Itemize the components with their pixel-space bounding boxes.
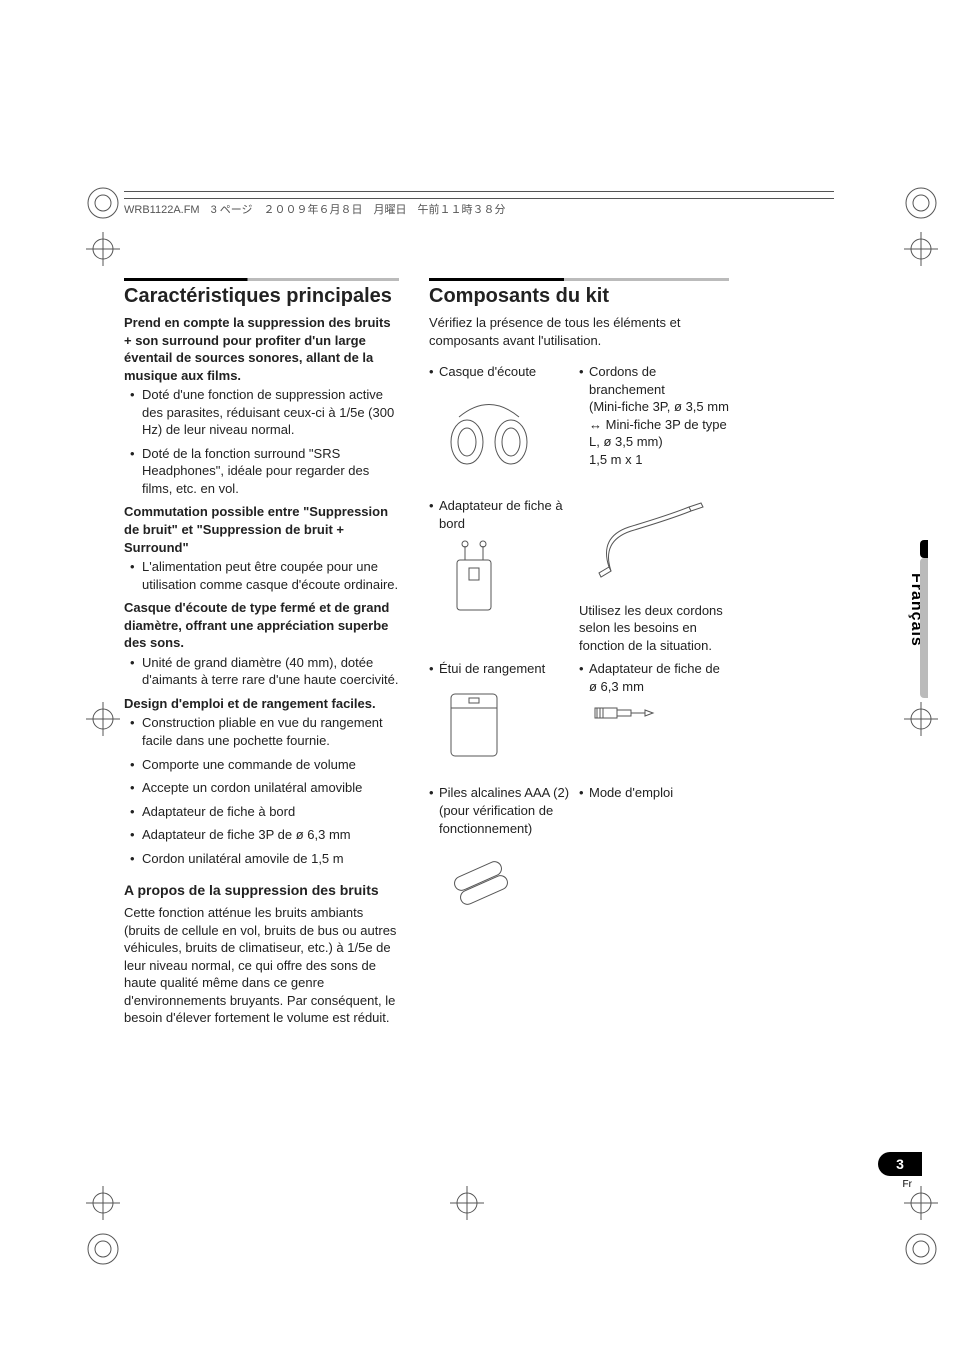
kit-item-case: Étui de rangement [429, 660, 579, 778]
kit-label: Casque d'écoute [429, 363, 579, 381]
about-noise-body: Cette fonction atténue les bruits ambian… [124, 904, 399, 1027]
list-item: Doté de la fonction surround "SRS Headph… [142, 445, 399, 498]
crop-mark-circle [904, 186, 938, 220]
page-language-code: Fr [903, 1179, 912, 1190]
feature-group-1-list: Doté d'une fonction de suppression activ… [124, 386, 399, 497]
kit-cords-detail: (Mini-fiche 3P, ø 3,5 mm ↔ Mini-fiche 3P… [579, 398, 729, 451]
crop-mark-cross [86, 232, 120, 266]
crop-mark-cross [904, 232, 938, 266]
kit-item-cable-illustration: Utilisez les deux cordons selon les beso… [579, 497, 729, 654]
crop-mark-cross [450, 1186, 484, 1220]
kit-cord-note: Utilisez les deux cordons selon les beso… [579, 602, 729, 655]
feature-group-4-list: Construction pliable en vue du rangement… [124, 714, 399, 867]
language-tab: Français [904, 540, 928, 680]
feature-group-3-title: Casque d'écoute de type fermé et de gran… [124, 599, 399, 652]
kit-label: Piles alcalines AAA (2) (pour vérificati… [429, 784, 579, 837]
language-tab-track [920, 558, 928, 698]
list-item: Unité de grand diamètre (40 mm), dotée d… [142, 654, 399, 689]
about-noise-heading: A propos de la suppression des bruits [124, 881, 399, 900]
kit-label: Cordons de branchement [579, 363, 729, 398]
feature-group-4-title: Design d'emploi et de rangement faciles. [124, 695, 399, 713]
page-number: 3 [896, 1156, 904, 1172]
kit-cords-length: 1,5 m x 1 [579, 451, 729, 469]
kit-label: Adaptateur de fiche de ø 6,3 mm [579, 660, 729, 695]
kit-item-manual: Mode d'emploi [579, 784, 729, 927]
feature-group-2-list: L'alimentation peut être coupée pour une… [124, 558, 399, 593]
kit-label: Étui de rangement [429, 660, 579, 678]
crop-mark-circle [904, 1232, 938, 1266]
kit-item-adapter63: Adaptateur de fiche de ø 6,3 mm [579, 660, 729, 778]
crop-mark-cross [86, 702, 120, 736]
feature-group-3-list: Unité de grand diamètre (40 mm), dotée d… [124, 654, 399, 689]
section-rule [124, 278, 399, 281]
kit-item-plug-adapter: Adaptateur de fiche à bord [429, 497, 579, 654]
crop-mark-cross [86, 1186, 120, 1220]
list-item: L'alimentation peut être coupée pour une… [142, 558, 399, 593]
crop-mark-circle [86, 186, 120, 220]
crop-mark-cross [904, 1186, 938, 1220]
list-item: Accepte un cordon unilatéral amovible [142, 779, 399, 797]
kit-grid: Casque d'écoute Cordons de branchement [429, 363, 729, 934]
cable-illustration [589, 497, 729, 592]
right-column: Composants du kit Vérifiez la présence d… [429, 278, 729, 1027]
kit-item-batteries: Piles alcalines AAA (2) (pour vérificati… [429, 784, 579, 927]
plug-adapter-illustration [439, 538, 579, 623]
kit-item-cords: Cordons de branchement (Mini-fiche 3P, ø… [579, 363, 729, 491]
page-content: Caractéristiques principales Prend en co… [124, 188, 854, 1027]
section-rule [429, 278, 729, 281]
page-number-badge: 3 [878, 1152, 922, 1176]
list-item: Doté d'une fonction de suppression activ… [142, 386, 399, 439]
batteries-illustration [439, 843, 579, 918]
kit-label: Adaptateur de fiche à bord [429, 497, 579, 532]
crop-mark-cross [904, 702, 938, 736]
language-tab-marker [920, 540, 928, 558]
adapter63-illustration [589, 701, 729, 730]
list-item: Comporte une commande de volume [142, 756, 399, 774]
crop-mark-circle [86, 1232, 120, 1266]
feature-group-2-title: Commutation possible entre "Suppression … [124, 503, 399, 556]
kit-label: Mode d'emploi [579, 784, 729, 802]
headphones-illustration [439, 387, 579, 482]
list-item: Adaptateur de fiche à bord [142, 803, 399, 821]
list-item: Cordon unilatéral amovile de 1,5 m [142, 850, 399, 868]
kit-item-headphones: Casque d'écoute [429, 363, 579, 491]
kit-intro: Vérifiez la présence de tous les élément… [429, 314, 729, 349]
list-item: Construction pliable en vue du rangement… [142, 714, 399, 749]
feature-group-1-title: Prend en compte la suppression des bruit… [124, 314, 399, 384]
features-heading: Caractéristiques principales [124, 283, 399, 310]
case-illustration [439, 684, 579, 769]
list-item: Adaptateur de fiche 3P de ø 6,3 mm [142, 826, 399, 844]
left-column: Caractéristiques principales Prend en co… [124, 278, 399, 1027]
kit-heading: Composants du kit [429, 283, 729, 310]
